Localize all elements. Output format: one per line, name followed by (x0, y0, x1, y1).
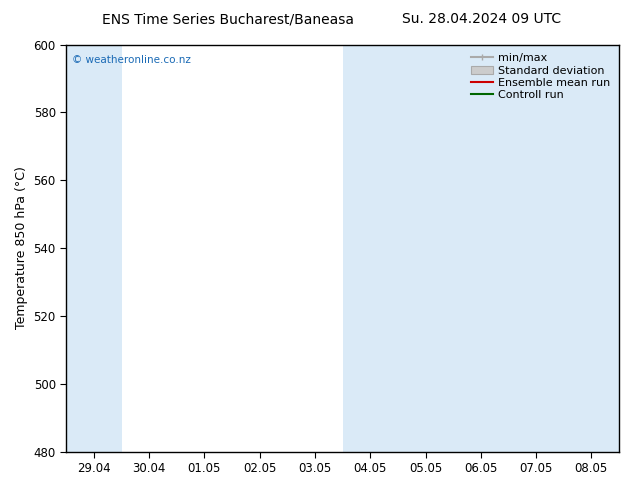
Title: ENS Time Series Bucharest/Baneasa    Su. 28.04.2024 09 UTC: ENS Time Series Bucharest/Baneasa Su. 28… (0, 489, 1, 490)
Text: Su. 28.04.2024 09 UTC: Su. 28.04.2024 09 UTC (403, 12, 561, 26)
Bar (453, 45, 619, 452)
Text: ENS Time Series Bucharest/Baneasa: ENS Time Series Bucharest/Baneasa (102, 12, 354, 26)
Y-axis label: Temperature 850 hPa (°C): Temperature 850 hPa (°C) (15, 167, 28, 329)
Bar (66, 45, 122, 452)
Bar (342, 45, 453, 452)
Legend: min/max, Standard deviation, Ensemble mean run, Controll run: min/max, Standard deviation, Ensemble me… (465, 48, 616, 106)
Text: © weatheronline.co.nz: © weatheronline.co.nz (72, 55, 191, 65)
